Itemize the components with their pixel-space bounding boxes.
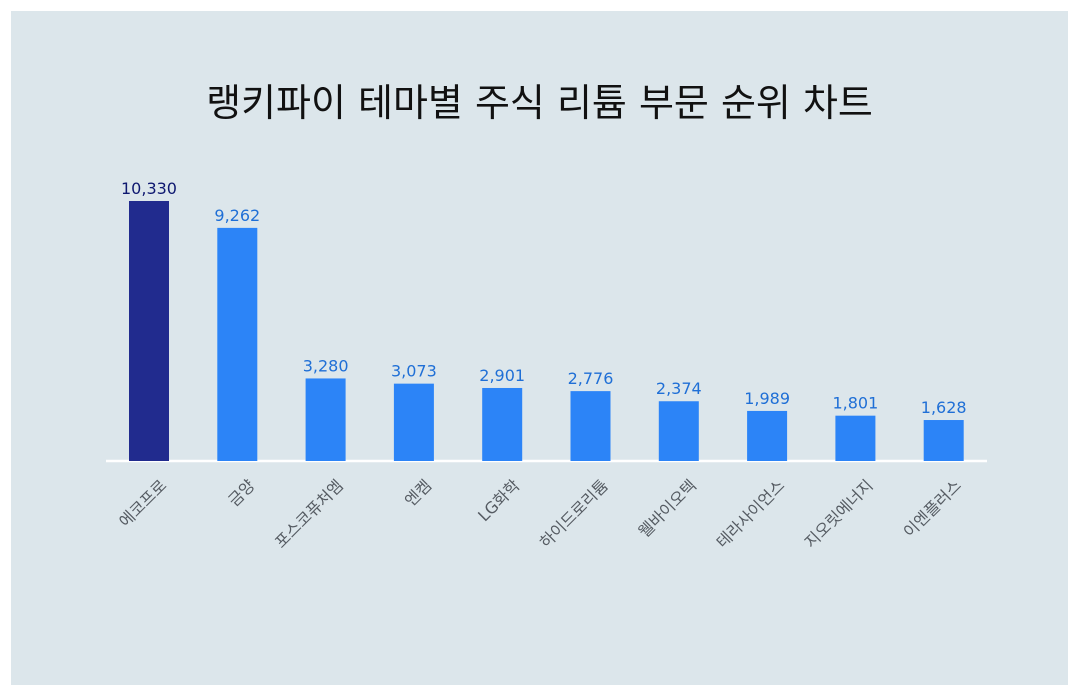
- chart-title: 랭키파이 테마별 주식 리튬 부문 순위 차트: [206, 81, 873, 125]
- value-label-9: 1,801: [832, 394, 878, 413]
- bar-3: [305, 378, 346, 461]
- category-label-7: 웰바이오텍: [635, 476, 700, 541]
- value-label-4: 3,073: [391, 362, 437, 381]
- value-label-6: 2,776: [568, 369, 614, 388]
- value-label-5: 2,901: [479, 366, 525, 385]
- bar-2: [217, 227, 258, 461]
- chart-background: [11, 11, 1068, 685]
- bar-5: [482, 387, 523, 461]
- bar-10: [923, 420, 964, 461]
- bar-4: [393, 383, 434, 461]
- bar-9: [835, 415, 876, 461]
- value-label-10: 1,628: [921, 398, 967, 417]
- category-label-8: 테라사이언스: [713, 476, 789, 552]
- value-label-1: 10,330: [121, 179, 177, 198]
- category-label-9: 지오릿에너지: [801, 476, 877, 552]
- value-label-8: 1,989: [744, 389, 790, 408]
- category-label-1: 에코프로: [115, 476, 170, 531]
- value-label-2: 9,262: [214, 206, 260, 225]
- bar-8: [747, 410, 788, 461]
- category-label-10: 이엔플러스: [900, 476, 965, 541]
- bar-7: [658, 401, 699, 461]
- bar-1: [129, 201, 169, 461]
- category-label-3: 포스코퓨처엠: [271, 476, 347, 552]
- value-label-7: 2,374: [656, 379, 702, 398]
- category-label-6: 하이드로리튬: [536, 476, 612, 552]
- category-label-2: 금양: [224, 476, 258, 510]
- bar-6: [570, 391, 611, 461]
- category-label-5: LG화학: [474, 476, 524, 526]
- value-label-3: 3,280: [303, 356, 349, 375]
- category-label-4: 엔켐: [401, 476, 435, 510]
